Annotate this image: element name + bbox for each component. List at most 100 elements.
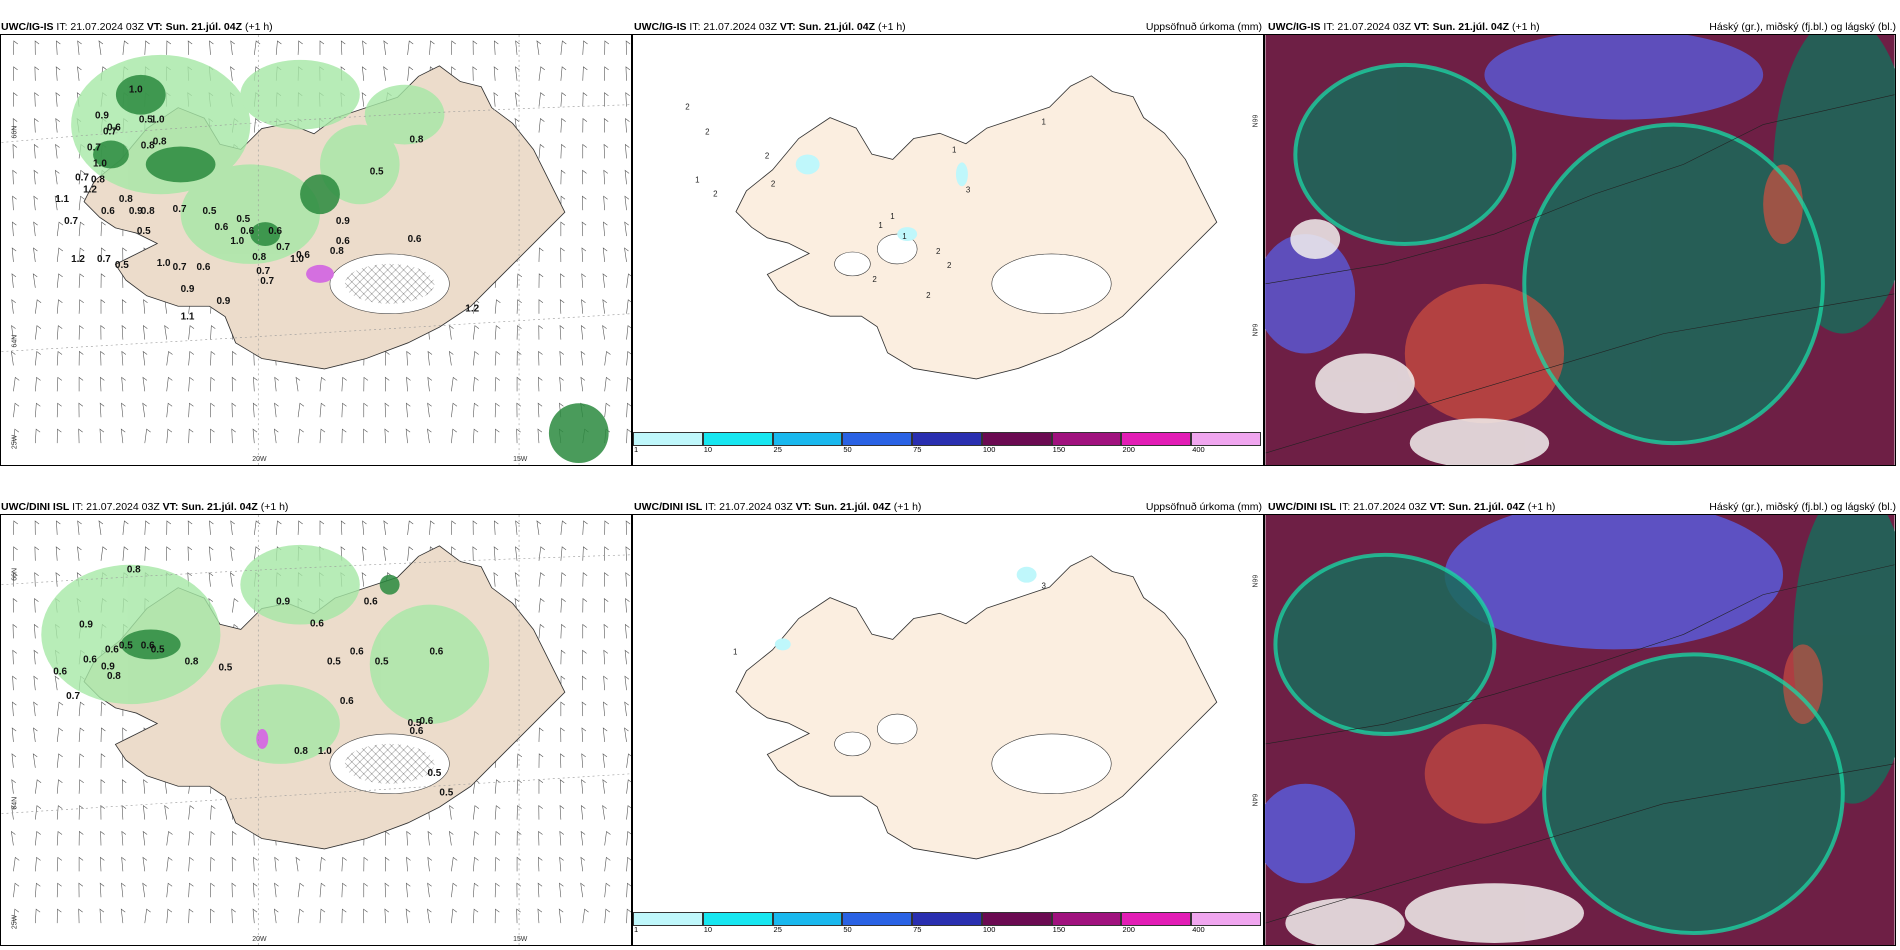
wind-barb [166, 350, 173, 366]
precip-peak-marker [306, 264, 334, 283]
lead-time: (+1 h) [260, 501, 289, 513]
wind-barb [626, 856, 631, 872]
wind-barb [12, 118, 18, 133]
wind-barb [78, 195, 85, 211]
wind-barb [538, 299, 544, 314]
wind-barb [188, 376, 194, 392]
wind-barb [626, 779, 631, 794]
wind-barb [559, 856, 564, 872]
wind-barb [626, 299, 631, 314]
wind-barb [405, 908, 411, 924]
wind-barb [120, 908, 126, 924]
precip-value-label: 2 [926, 291, 931, 300]
wind-barb [559, 805, 565, 820]
wind-barb [451, 40, 456, 55]
wind-barb [560, 66, 567, 81]
wind-barb [581, 753, 586, 768]
precip-value-label: 0.8 [153, 136, 167, 147]
wind-barb [35, 428, 41, 444]
glacier-vatnajokull [329, 253, 450, 315]
precip-value-label: 0.6 [429, 646, 443, 657]
wind-barb [427, 376, 432, 392]
wind-barb [515, 66, 520, 81]
wind-barb [537, 908, 543, 924]
wind-barb [603, 701, 608, 717]
wind-barb [362, 40, 367, 55]
wind-barb [582, 40, 588, 55]
precip-value-label: 1.2 [83, 184, 97, 195]
wind-barb [319, 520, 325, 535]
wind-barb [626, 908, 631, 924]
wind-barb [582, 195, 587, 211]
wind-barb [166, 546, 171, 561]
wind-barb [384, 402, 390, 418]
wind-barb [603, 143, 609, 159]
wind-barb [560, 753, 565, 768]
wind-barb [538, 856, 543, 872]
lat-label: 66N [1251, 115, 1258, 128]
wind-barb [100, 299, 106, 314]
wind-barb [494, 376, 500, 392]
init-time: IT: 21.07.2024 03Z [689, 21, 777, 33]
precip-value-label: 0.8 [294, 746, 308, 757]
colorbar-tick-label: 150 [1052, 925, 1066, 934]
wind-barb [405, 882, 411, 898]
wind-barb [33, 675, 39, 691]
precip-value-label: 0.7 [87, 142, 101, 153]
wind-barb [451, 882, 458, 898]
wind-barb [78, 753, 85, 768]
precip-value-label: 1.2 [465, 304, 479, 315]
wind-barb [560, 572, 567, 587]
wind-barb [560, 92, 567, 107]
wind-barb [56, 273, 63, 288]
iceland-landmass [735, 75, 1218, 380]
precip-value-label: 3 [966, 185, 971, 194]
wind-barb [559, 325, 565, 340]
wind-barb [516, 779, 522, 794]
wind-barb [625, 117, 630, 133]
wind-barb [55, 92, 61, 107]
wind-barb [231, 376, 237, 392]
wind-barb [78, 882, 84, 898]
precip-value-label: 0.5 [203, 206, 217, 217]
lon-label: 25W [11, 914, 18, 929]
clear-patches [1290, 219, 1550, 465]
wind-barb [472, 856, 479, 872]
wind-barb [624, 221, 629, 237]
header-bot-right: UWC/DINI ISL IT: 21.07.2024 03Z VT: Sun.… [1268, 498, 1898, 516]
wind-barb [273, 908, 279, 924]
coastline [1265, 94, 1895, 454]
wind-barb [56, 805, 63, 820]
wind-barb [78, 169, 85, 185]
wind-barb [274, 402, 279, 418]
wind-barb [580, 376, 586, 392]
wind-barb [77, 546, 82, 561]
init-time: IT: 21.07.2024 03Z [705, 501, 793, 513]
wind-barb [472, 428, 479, 444]
wind-barb [166, 882, 173, 898]
wind-barb [99, 882, 105, 898]
wind-barb [472, 882, 479, 898]
colorbar-tick-label: 75 [913, 925, 922, 934]
wind-barb [427, 908, 432, 924]
wind-barb [560, 701, 566, 717]
wind-barb [12, 195, 17, 211]
wind-barb [341, 882, 347, 898]
wind-barb [560, 273, 565, 288]
wind-barb [625, 40, 631, 55]
valid-time: VT: Sun. 21.júl. 04Z [1413, 21, 1510, 33]
wind-barb [581, 299, 586, 314]
wind-barb [187, 546, 193, 561]
wind-barb [121, 402, 126, 418]
wind-barb [384, 376, 390, 392]
wind-barb [538, 66, 545, 81]
colorbar-tick-label: 25 [773, 445, 782, 454]
wind-barb [35, 856, 41, 872]
wind-barb [121, 376, 126, 392]
precip-value-label: 2 [947, 261, 952, 270]
precip-value-label: 1 [733, 647, 738, 656]
precip-shading [774, 566, 1037, 651]
wind-barb [56, 428, 62, 444]
model-name: UWC/DINI ISL [634, 501, 703, 513]
header-bot-mid: UWC/DINI ISL IT: 21.07.2024 03Z VT: Sun.… [634, 498, 1264, 516]
